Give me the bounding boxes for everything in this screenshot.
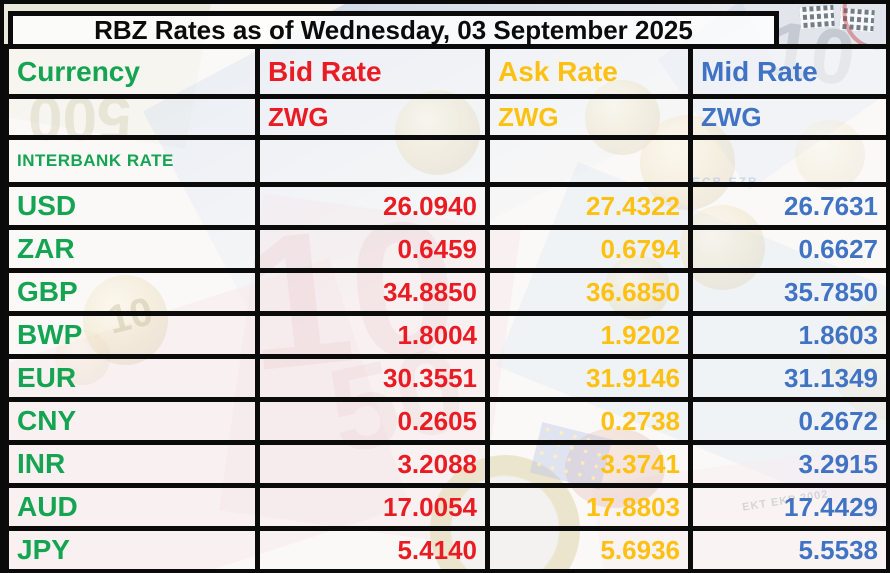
bid-value: 1.8004: [255, 311, 490, 359]
ask-value: 0.6794: [485, 225, 693, 273]
header-mid-rate: Mid Rate: [688, 44, 890, 99]
currency-code: JPY: [4, 526, 260, 573]
bid-value: 26.0940: [255, 182, 490, 230]
rate-row-zar: ZAR 0.6459 0.6794 0.6627: [4, 225, 890, 273]
mid-value: 0.2672: [688, 397, 890, 445]
units-currency-empty-cell: [4, 94, 260, 140]
currency-code: GBP: [4, 268, 260, 316]
units-row: ZWG ZWG ZWG: [4, 94, 890, 140]
mid-value: 31.1349: [688, 354, 890, 402]
rate-row-usd: USD 26.0940 27.4322 26.7631: [4, 182, 890, 230]
ask-value: 27.4322: [485, 182, 693, 230]
currency-code: BWP: [4, 311, 260, 359]
currency-code: AUD: [4, 483, 260, 531]
rate-row-jpy: JPY 5.4140 5.6936 5.5538: [4, 526, 890, 573]
rate-row-bwp: BWP 1.8004 1.9202 1.8603: [4, 311, 890, 359]
ask-value: 1.9202: [485, 311, 693, 359]
header-currency: Currency: [4, 44, 260, 99]
currency-code: INR: [4, 440, 260, 488]
title-banner: RBZ Rates as of Wednesday, 03 September …: [8, 11, 779, 49]
bid-value: 34.8850: [255, 268, 490, 316]
bid-value: 17.0054: [255, 483, 490, 531]
ask-value: 17.8803: [485, 483, 693, 531]
rate-row-aud: AUD 17.0054 17.8803 17.4429: [4, 483, 890, 531]
currency-code: CNY: [4, 397, 260, 445]
currency-code: ZAR: [4, 225, 260, 273]
header-bid-rate: Bid Rate: [255, 44, 490, 99]
currency-code: EUR: [4, 354, 260, 402]
mid-value: 35.7850: [688, 268, 890, 316]
ask-value: 5.6936: [485, 526, 693, 573]
mid-value: 1.8603: [688, 311, 890, 359]
ask-value: 36.6850: [485, 268, 693, 316]
page-title: RBZ Rates as of Wednesday, 03 September …: [94, 14, 693, 45]
mid-value: 17.4429: [688, 483, 890, 531]
unit-ask: ZWG: [485, 94, 693, 140]
section-mid-empty-cell: [688, 135, 890, 187]
ask-value: 31.9146: [485, 354, 693, 402]
bid-value: 3.2088: [255, 440, 490, 488]
mid-value: 0.6627: [688, 225, 890, 273]
ask-value: 3.3741: [485, 440, 693, 488]
currency-code: USD: [4, 182, 260, 230]
section-bid-empty-cell: [255, 135, 490, 187]
rate-row-cny: CNY 0.2605 0.2738 0.2672: [4, 397, 890, 445]
section-ask-empty-cell: [485, 135, 693, 187]
unit-bid: ZWG: [255, 94, 490, 140]
mid-value: 3.2915: [688, 440, 890, 488]
mid-value: 5.5538: [688, 526, 890, 573]
bid-value: 0.6459: [255, 225, 490, 273]
mid-value: 26.7631: [688, 182, 890, 230]
bid-value: 0.2605: [255, 397, 490, 445]
rate-row-eur: EUR 30.3551 31.9146 31.1349: [4, 354, 890, 402]
header-ask-rate: Ask Rate: [485, 44, 693, 99]
rate-row-gbp: GBP 34.8850 36.6850 35.7850: [4, 268, 890, 316]
bid-value: 5.4140: [255, 526, 490, 573]
bid-value: 30.3551: [255, 354, 490, 402]
rate-row-inr: INR 3.2088 3.3741 3.2915: [4, 440, 890, 488]
ask-value: 0.2738: [485, 397, 693, 445]
unit-mid: ZWG: [688, 94, 890, 140]
header-row: Currency Bid Rate Ask Rate Mid Rate: [4, 44, 890, 99]
rates-table: Currency Bid Rate Ask Rate Mid Rate ZWG …: [4, 44, 890, 573]
section-label: INTERBANK RATE: [4, 135, 260, 187]
section-row: INTERBANK RATE: [4, 135, 890, 187]
